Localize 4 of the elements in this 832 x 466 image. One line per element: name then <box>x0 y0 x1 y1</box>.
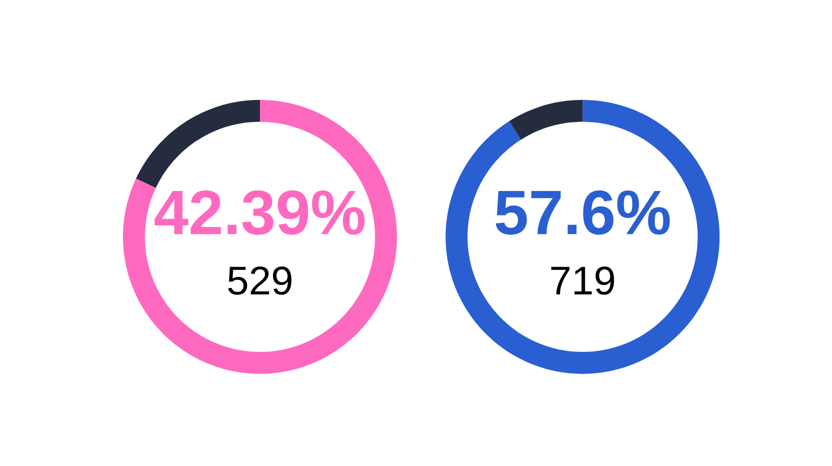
text: 529 <box>228 266 292 295</box>
text: 42.39% <box>154 190 365 235</box>
text: 57.6% <box>496 190 670 235</box>
text: 719 <box>551 266 614 295</box>
